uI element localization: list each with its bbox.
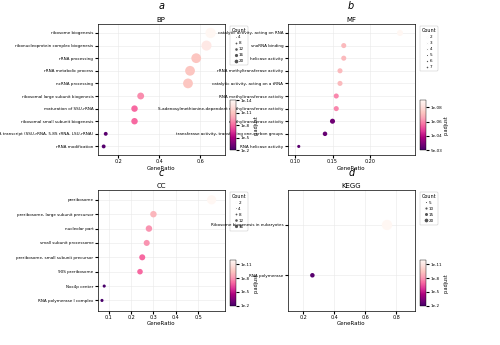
Point <box>383 222 391 228</box>
X-axis label: GeneRatio: GeneRatio <box>337 321 366 326</box>
Legend: 2, 4, 8, 12, 16: 2, 4, 8, 12, 16 <box>230 192 248 230</box>
Point <box>186 68 194 73</box>
Point <box>321 131 329 137</box>
Text: c: c <box>158 168 164 178</box>
Text: b: b <box>348 1 354 11</box>
X-axis label: GeneRatio: GeneRatio <box>337 166 366 171</box>
Text: BP: BP <box>157 17 166 23</box>
Y-axis label: p.adjust: p.adjust <box>443 273 448 293</box>
Point <box>130 106 138 111</box>
Point <box>328 118 336 124</box>
Text: CC: CC <box>156 183 166 188</box>
Y-axis label: p.adjust: p.adjust <box>444 115 448 135</box>
Legend: 5, 10, 15, 20: 5, 10, 15, 20 <box>420 192 438 225</box>
Point <box>340 43 348 48</box>
Legend: 4, 8, 12, 16, 20: 4, 8, 12, 16, 20 <box>230 26 248 65</box>
Text: a: a <box>158 1 164 11</box>
Point <box>98 298 106 303</box>
Point <box>102 131 110 137</box>
Point <box>150 211 158 217</box>
Legend: 2, 3, 4, 5, 6, 7: 2, 3, 4, 5, 6, 7 <box>420 26 438 71</box>
Point <box>332 93 340 99</box>
Y-axis label: p.adjust: p.adjust <box>253 273 258 293</box>
Point <box>336 81 344 86</box>
Point <box>396 30 404 36</box>
Y-axis label: p.adjust: p.adjust <box>253 115 258 135</box>
Point <box>130 118 138 124</box>
X-axis label: GeneRatio: GeneRatio <box>147 166 176 171</box>
Point <box>138 255 146 260</box>
Point <box>145 226 153 231</box>
Text: MF: MF <box>346 17 356 23</box>
Point <box>184 81 192 86</box>
Point <box>206 30 214 36</box>
X-axis label: GeneRatio: GeneRatio <box>147 321 176 326</box>
Point <box>208 197 216 203</box>
Point <box>100 283 108 289</box>
Point <box>332 106 340 111</box>
Point <box>100 144 108 149</box>
Point <box>295 144 303 149</box>
Point <box>340 56 348 61</box>
Point <box>136 269 144 275</box>
Point <box>308 273 316 278</box>
Point <box>192 56 200 61</box>
Point <box>336 68 344 73</box>
Text: KEGG: KEGG <box>342 183 361 188</box>
Point <box>202 43 210 48</box>
Point <box>136 93 144 99</box>
Text: d: d <box>348 168 354 178</box>
Point <box>142 240 150 246</box>
